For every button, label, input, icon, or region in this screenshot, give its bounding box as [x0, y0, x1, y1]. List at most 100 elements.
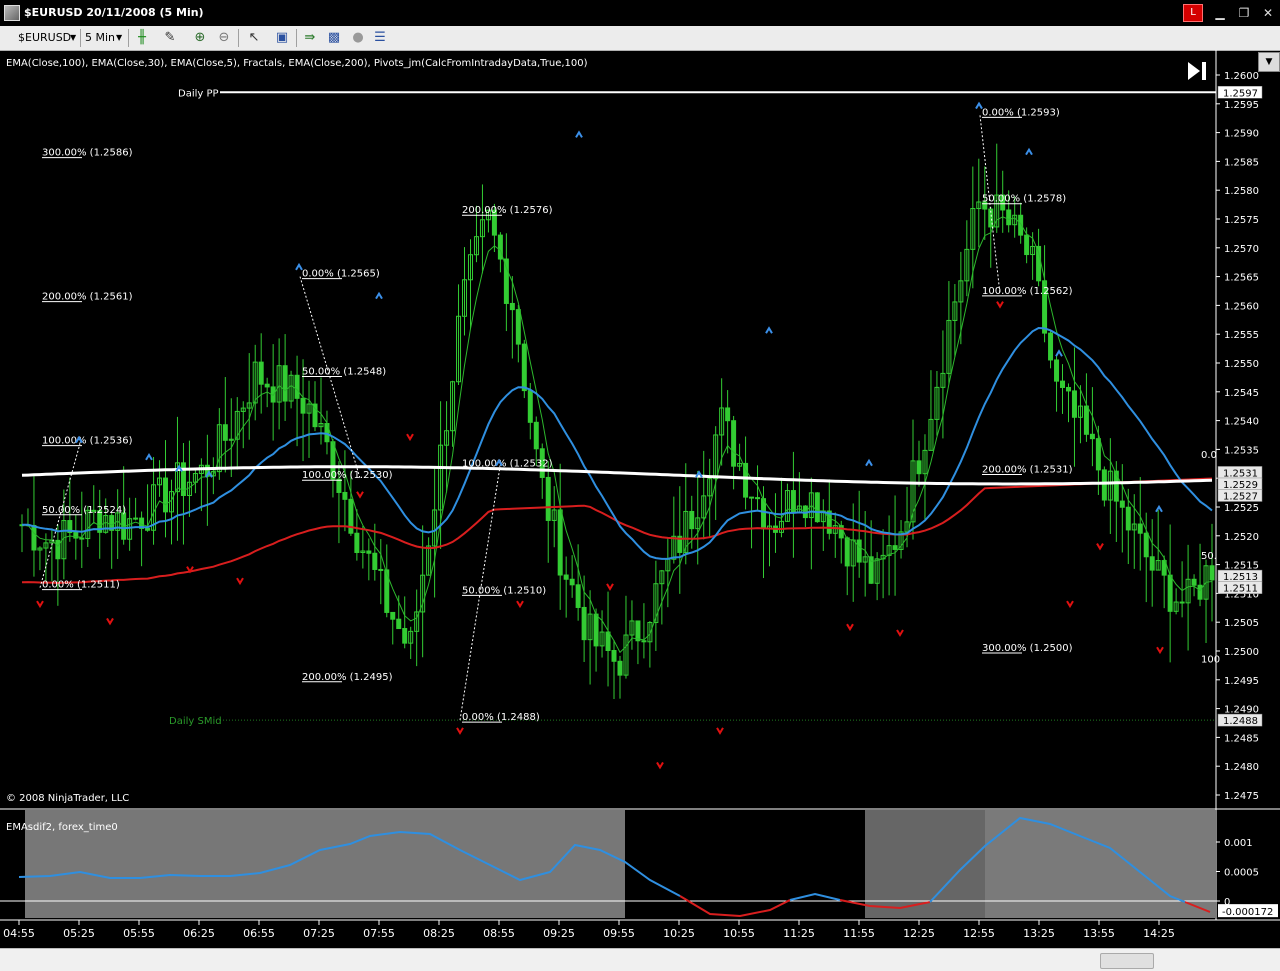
- candle-body: [515, 309, 521, 345]
- candle-body: [1089, 433, 1095, 440]
- price-tick-label: 1.2515: [1224, 561, 1259, 572]
- fractal-down-marker: [36, 600, 44, 609]
- candle-body: [73, 532, 79, 539]
- price-tick-label: 1.2575: [1224, 215, 1259, 226]
- candle-body: [1167, 574, 1173, 612]
- candle-body: [246, 402, 252, 409]
- fib-level-label: 50.00% (1.2578): [982, 194, 1066, 205]
- candle-body: [593, 613, 599, 647]
- instrument-selector[interactable]: $EURUSD: [18, 31, 72, 44]
- candle-body: [252, 361, 258, 404]
- price-tick-label: 1.2555: [1224, 330, 1259, 341]
- time-tick-label: 05:25: [63, 927, 95, 940]
- session-shade-1: [25, 810, 625, 918]
- candle-body: [862, 556, 868, 563]
- scrollbar-thumb[interactable]: [1100, 953, 1154, 969]
- candle-body: [647, 621, 653, 643]
- interval-selector[interactable]: 5 Min: [85, 31, 116, 44]
- data-box-icon[interactable]: ▣: [275, 30, 289, 45]
- price-tick-label: 1.2590: [1224, 129, 1259, 140]
- candle-body: [79, 537, 85, 540]
- fractal-down-marker: [846, 623, 854, 632]
- circle-icon[interactable]: ●: [352, 30, 364, 45]
- pointer-icon[interactable]: ↖: [248, 30, 260, 45]
- candle-body: [1179, 601, 1185, 604]
- candle-body: [761, 498, 767, 530]
- price-chart[interactable]: 1.26001.25951.25901.25851.25801.25751.25…: [0, 50, 1280, 948]
- candle-body: [964, 248, 970, 282]
- time-axis: 04:55 05:25 05:55 06:25 06:55 07:25 07:55 08:25…: [3, 920, 1175, 940]
- price-tick-label: 1.2480: [1224, 762, 1259, 773]
- fractal-down-marker: [456, 727, 464, 735]
- chevron-down-icon[interactable]: ▼: [116, 33, 123, 42]
- candle-body: [557, 509, 563, 576]
- time-tick-label: 08:55: [483, 927, 515, 940]
- link-badge[interactable]: L: [1183, 4, 1203, 22]
- candle-body: [467, 254, 473, 281]
- candlestick-style-icon[interactable]: ╫: [138, 30, 146, 45]
- properties-icon[interactable]: ☰: [374, 30, 386, 45]
- window-titlebar: $EURUSD 20/11/2008 (5 Min) L ▁ ❐ ✕: [0, 0, 1280, 26]
- zoom-out-icon[interactable]: ⊖: [218, 30, 230, 45]
- candle-body: [856, 539, 862, 563]
- time-tick-label: 08:25: [423, 927, 455, 940]
- copyright-text: © 2008 NinjaTrader, LLC: [6, 793, 130, 804]
- candle-body: [37, 547, 43, 551]
- candle-body: [784, 490, 790, 522]
- horizontal-scrollbar[interactable]: [0, 948, 1280, 971]
- time-tick-label: 09:25: [543, 927, 575, 940]
- close-icon[interactable]: ✕: [1262, 6, 1274, 20]
- candle-body: [1095, 438, 1101, 471]
- fractal-up-marker: [865, 458, 873, 467]
- ema30-line: [21, 326, 1213, 560]
- indicators-icon[interactable]: ▩: [327, 30, 341, 45]
- candle-body: [174, 462, 180, 493]
- candle-body: [1113, 470, 1119, 502]
- candle-body: [1173, 601, 1179, 612]
- go-to-end-icon[interactable]: [1186, 60, 1210, 82]
- time-tick-label: 14:25: [1143, 927, 1175, 940]
- price-tick-label: 1.2495: [1224, 676, 1259, 687]
- fib-level-label: 0.00% (1.2488): [462, 712, 540, 723]
- candle-body: [563, 574, 569, 580]
- candle-body: [1036, 245, 1042, 282]
- drawing-pencil-icon[interactable]: ✎: [164, 30, 176, 45]
- time-tick-label: 11:25: [783, 927, 815, 940]
- pivot-lines: Daily PP Daily SMid: [169, 88, 1216, 727]
- zoom-in-icon[interactable]: ⊕: [194, 30, 206, 45]
- fractal-up-marker: [75, 435, 83, 444]
- candlesticks: [19, 143, 1215, 700]
- price-badge: [1217, 713, 1263, 727]
- candle-body: [67, 520, 73, 534]
- candle-body: [940, 372, 946, 388]
- strategies-icon[interactable]: ⇛: [304, 30, 316, 45]
- candle-body: [288, 374, 294, 402]
- price-tick-label: 1.2490: [1224, 705, 1259, 716]
- candle-body: [216, 424, 222, 473]
- candle-body: [533, 421, 539, 450]
- fib-level-label: 100.00% (1.2562): [982, 286, 1073, 297]
- restore-icon[interactable]: ❐: [1238, 6, 1250, 20]
- price-tick-label: 1.2500: [1224, 647, 1259, 658]
- candle-body: [503, 258, 509, 304]
- indicator-subpanel: 0.001 0.0005 0-0.000172: [0, 810, 1278, 918]
- candle-body: [844, 537, 850, 567]
- fib-level-label: 0.00% (1.2593): [982, 107, 1060, 118]
- price-tick-label: 1.2580: [1224, 186, 1259, 197]
- fractal-up-marker: [205, 470, 213, 478]
- fractal-up-marker: [145, 452, 153, 461]
- fractal-down-marker: [1156, 646, 1164, 655]
- candle-body: [1107, 470, 1113, 501]
- candle-body: [192, 473, 198, 483]
- daily-pp-label: Daily PP: [178, 88, 219, 99]
- time-tick-label: 12:25: [903, 927, 935, 940]
- chevron-down-icon[interactable]: ▼: [70, 33, 77, 42]
- fib-level-label: 100.00% (1.2536): [42, 436, 133, 447]
- candle-body: [450, 381, 456, 432]
- fib-swing-line: [39, 443, 81, 588]
- sub-tick-label: 0.001: [1224, 838, 1253, 849]
- candle-body: [719, 407, 725, 436]
- minimize-icon[interactable]: ▁: [1215, 6, 1225, 20]
- candle-body: [318, 423, 324, 428]
